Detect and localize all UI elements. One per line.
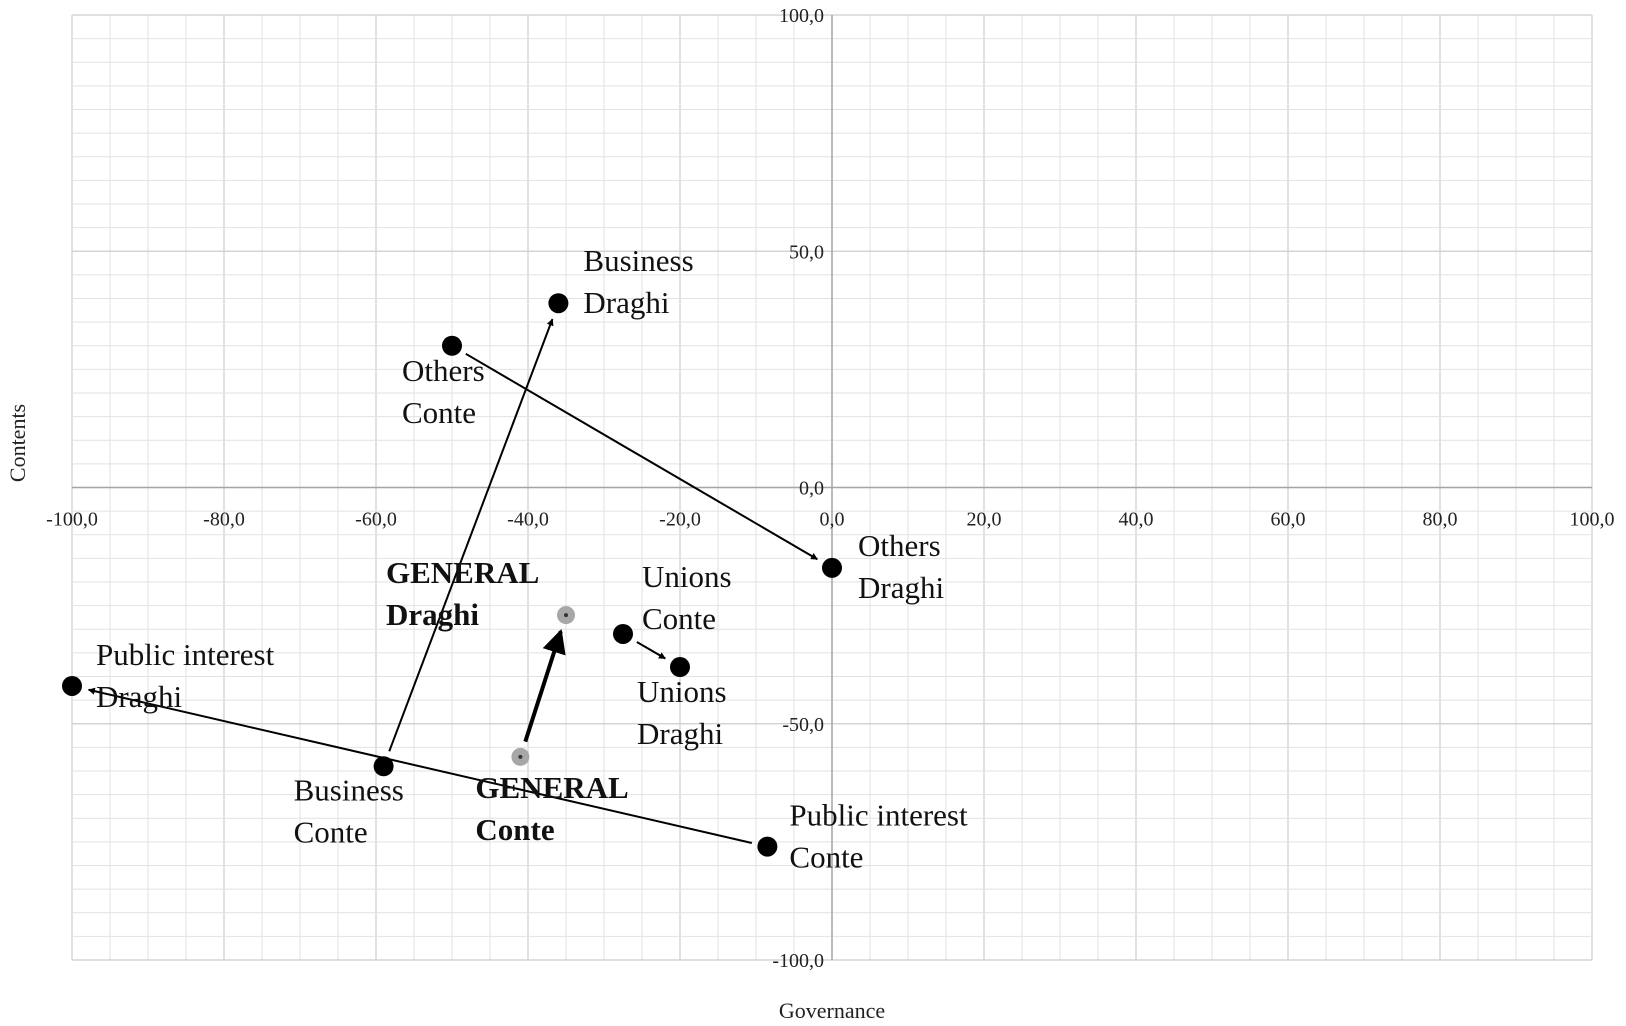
point-unions-conte: [613, 623, 633, 644]
label-others-conte: Conte: [402, 395, 476, 430]
point-public-interest-conte: [757, 836, 778, 857]
point-labels: Business Conte Business Draghi Others Conte Ot…: [96, 243, 968, 874]
label-unions-draghi: Unions: [637, 674, 727, 709]
label-business-draghi: Business: [583, 243, 693, 278]
x-tick-label: 60,0: [1271, 509, 1306, 531]
y-tick-label: -100,0: [772, 950, 824, 972]
label-others-draghi: Draghi: [858, 570, 944, 605]
label-public-interest-draghi: Public interest: [96, 637, 275, 672]
axes: [72, 15, 1592, 960]
x-tick-label: 80,0: [1423, 509, 1458, 531]
tick-labels: -100,0 -80,0 -60,0 -40,0 -20,0 0,0 20,0 40,0 60,…: [46, 5, 1614, 972]
label-public-interest-draghi: Draghi: [96, 679, 182, 714]
arrow-public-interest-conte-to-public-interest-draghi: [87, 687, 753, 844]
y-axis-label: Contents: [5, 404, 30, 482]
label-business-draghi: Draghi: [583, 285, 669, 320]
x-tick-label: 40,0: [1119, 509, 1154, 531]
data-points: [62, 293, 842, 857]
x-tick-label: -40,0: [507, 509, 549, 531]
x-tick-label: -100,0: [46, 509, 98, 531]
label-others-conte: Others: [402, 353, 485, 388]
arrow-general-conte-to-general-draghi: [523, 628, 566, 743]
x-tick-label: -60,0: [355, 509, 397, 531]
point-public-interest-draghi: [62, 675, 82, 696]
x-tick-label: 100,0: [1570, 509, 1615, 531]
arrow-business-conte-to-business-draghi: [388, 318, 554, 752]
label-general-draghi: Draghi: [386, 597, 479, 632]
x-tick-label: -80,0: [203, 509, 245, 531]
label-general-conte: Conte: [475, 812, 554, 847]
x-tick-label: 20,0: [967, 509, 1002, 531]
point-business-conte: [373, 756, 394, 777]
label-business-conte: Business: [294, 772, 404, 807]
point-unions-draghi: [670, 657, 690, 678]
label-general-conte: GENERAL: [475, 770, 628, 805]
x-tick-label: -20,0: [659, 509, 701, 531]
point-others-draghi: [822, 557, 842, 578]
label-business-conte: Conte: [294, 814, 368, 849]
y-tick-label: -50,0: [782, 714, 824, 736]
label-public-interest-conte: Public interest: [789, 798, 968, 833]
label-others-draghi: Others: [858, 528, 941, 563]
label-unions-conte: Unions: [642, 559, 732, 594]
label-unions-draghi: Draghi: [637, 716, 723, 751]
y-tick-label: 100,0: [779, 5, 824, 27]
label-general-draghi: GENERAL: [386, 555, 539, 590]
arrow-others-conte-to-others-draghi: [465, 352, 818, 561]
x-axis-label: Governance: [779, 998, 885, 1023]
label-public-interest-conte: Conte: [789, 840, 863, 875]
x-tick-label: 0,0: [820, 509, 845, 531]
point-others-conte: [442, 335, 462, 356]
arrows: [87, 318, 818, 844]
label-unions-conte: Conte: [642, 601, 716, 636]
arrow-unions-conte-to-unions-draghi: [636, 641, 666, 660]
point-business-draghi: [548, 293, 569, 314]
y-tick-label: 0,0: [799, 478, 824, 500]
point-center-general-draghi: [564, 613, 568, 618]
y-tick-label: 50,0: [789, 241, 824, 263]
point-center-general-conte: [518, 754, 523, 759]
